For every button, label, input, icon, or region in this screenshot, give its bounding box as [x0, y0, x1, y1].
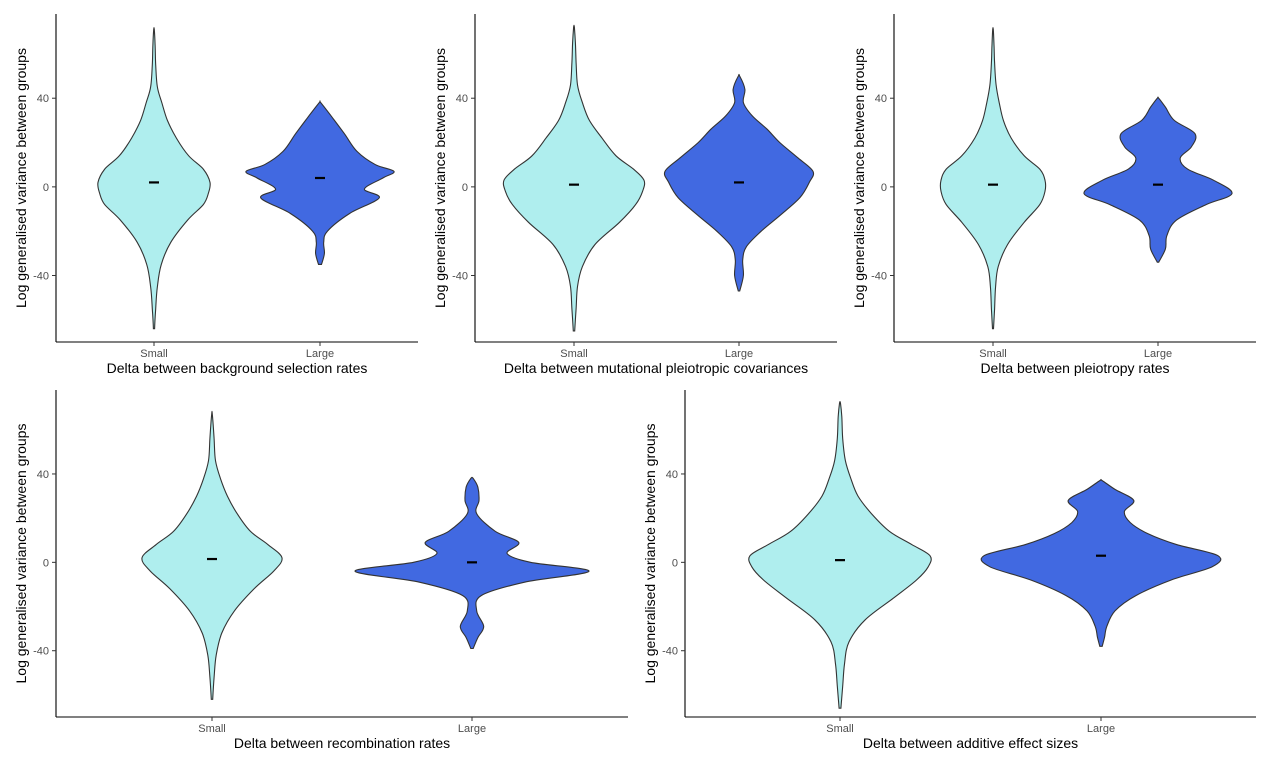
x-tick-label-small: Small: [140, 348, 168, 360]
y-tick-label: 40: [875, 93, 887, 105]
x-axis-title: Delta between recombination rates: [234, 735, 450, 751]
x-axis-title: Delta between background selection rates: [107, 360, 368, 376]
x-tick-label-small: Small: [560, 348, 588, 360]
y-tick-label: -40: [33, 646, 49, 658]
x-tick-label-large: Large: [458, 723, 486, 735]
x-tick-label-small: Small: [198, 723, 226, 735]
y-tick-label: 40: [37, 469, 49, 481]
violin-large: [980, 478, 1222, 647]
y-axis-title: Log generalised variance between groups: [13, 48, 29, 308]
x-tick-label-large: Large: [725, 348, 753, 360]
y-axis-title: Log generalised variance between groups: [642, 424, 658, 684]
x-axis-title: Delta between mutational pleiotropic cov…: [504, 360, 808, 376]
y-tick-label: 40: [37, 93, 49, 105]
violin-large: [245, 100, 395, 265]
x-axis-title: Delta between pleiotropy rates: [980, 360, 1169, 376]
y-tick-label: 0: [881, 182, 887, 194]
y-tick-label: -40: [452, 271, 468, 283]
y-tick-label: -40: [662, 646, 678, 658]
violin-small: [502, 24, 646, 332]
y-tick-label: 40: [456, 93, 468, 105]
violin-small: [97, 26, 211, 330]
y-tick-label: 0: [43, 182, 49, 194]
panel-4: -40 0 40 Small Large Delta between recombinat…: [13, 390, 628, 751]
x-tick-label-large: Large: [1144, 348, 1172, 360]
y-tick-label: -40: [871, 271, 887, 283]
panel-5: -40 0 40 Small Large Delta between additive e…: [642, 390, 1256, 751]
x-tick-label-small: Small: [979, 348, 1007, 360]
x-tick-label-small: Small: [826, 723, 854, 735]
y-tick-label: 40: [666, 469, 678, 481]
y-tick-label: 0: [43, 557, 49, 569]
x-axis-title: Delta between additive effect sizes: [863, 735, 1078, 751]
x-tick-label-large: Large: [1087, 723, 1115, 735]
y-axis-title: Log generalised variance between groups: [13, 424, 29, 684]
violin-small: [939, 26, 1047, 330]
violin-small: [141, 410, 283, 700]
y-tick-label: 0: [462, 182, 468, 194]
violin-small: [748, 401, 932, 709]
y-axis-title: Log generalised variance between groups: [432, 48, 448, 308]
violin-large: [1083, 96, 1233, 263]
x-tick-label-large: Large: [306, 348, 334, 360]
y-tick-label: -40: [33, 271, 49, 283]
y-tick-label: 0: [672, 557, 678, 569]
y-axis-title: Log generalised variance between groups: [851, 48, 867, 308]
